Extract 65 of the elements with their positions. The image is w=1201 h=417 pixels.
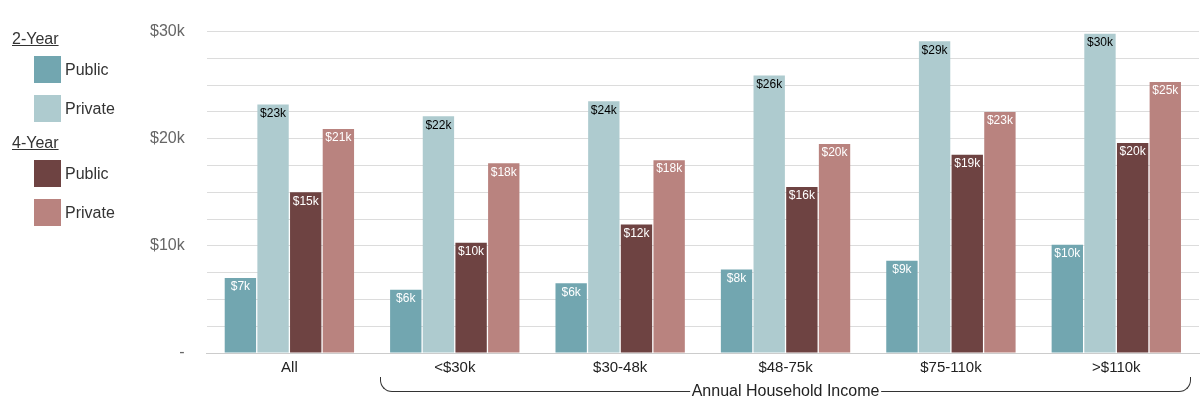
x-tick-label: >$110k [1092, 358, 1142, 376]
data-label: $24k [590, 102, 618, 117]
bar [422, 116, 455, 353]
data-label: $21k [325, 130, 353, 145]
bar [653, 160, 685, 353]
data-label: $25k [1152, 83, 1180, 98]
data-label: $30k [1086, 35, 1114, 50]
legend-label: Public [65, 60, 109, 79]
bar [918, 41, 951, 353]
bar [720, 269, 753, 353]
bar [818, 144, 851, 353]
data-label: $16k [788, 188, 816, 203]
y-tick-label: $20k [149, 129, 186, 147]
bar [555, 283, 587, 353]
bar [1051, 244, 1083, 353]
text: 4-Year [12, 134, 60, 152]
data-label: $6k [561, 284, 582, 299]
data-label: $29k [921, 42, 949, 57]
data-label: $22k [425, 117, 453, 132]
bar [390, 289, 422, 353]
bar [984, 111, 1016, 353]
data-label: $18k [490, 164, 518, 179]
x-tick-label: All [281, 358, 298, 376]
data-label: $10k [1054, 246, 1082, 261]
data-label: $12k [623, 225, 651, 240]
legend-label: Private [65, 203, 115, 222]
text: 2-Year [12, 30, 60, 48]
data-label: $20k [821, 145, 849, 160]
bar [620, 224, 653, 353]
data-label: $18k [656, 161, 684, 176]
x-tick-label: $30-48k [593, 358, 648, 376]
bar [951, 154, 983, 353]
data-label: $20k [1119, 144, 1147, 159]
x-tick-label: <$30k [434, 358, 476, 376]
data-label: $9k [892, 262, 913, 277]
x-tick-label: $75-110k [920, 358, 983, 376]
bar [588, 101, 620, 353]
bar [322, 129, 355, 353]
legend-label: Private [65, 99, 115, 118]
bar [1116, 143, 1149, 353]
data-label: $23k [986, 113, 1014, 128]
bar [786, 186, 818, 353]
bar [1149, 81, 1181, 353]
bar [455, 242, 487, 353]
bar [488, 163, 520, 353]
y-tick-label: $30k [149, 22, 186, 40]
data-label: $19k [954, 156, 982, 171]
bar [257, 104, 289, 353]
bar [753, 75, 785, 353]
x-tick-label: $48-75k [758, 358, 814, 376]
bar [224, 278, 257, 353]
data-label: $7k [230, 279, 252, 294]
bar [886, 260, 918, 353]
data-label: $8k [726, 270, 748, 285]
data-label: $26k [756, 76, 784, 91]
bar [290, 192, 322, 353]
data-label: $23k [260, 105, 288, 120]
data-label: $6k [396, 291, 417, 306]
y-tick-label: - [179, 343, 185, 361]
x-axis-title: Annual Household Income [689, 382, 882, 400]
data-label: $15k [292, 193, 320, 208]
y-tick-label: $10k [149, 236, 186, 254]
bar [1084, 33, 1116, 353]
data-label: $10k [458, 243, 486, 258]
legend-label: Public [65, 164, 109, 183]
